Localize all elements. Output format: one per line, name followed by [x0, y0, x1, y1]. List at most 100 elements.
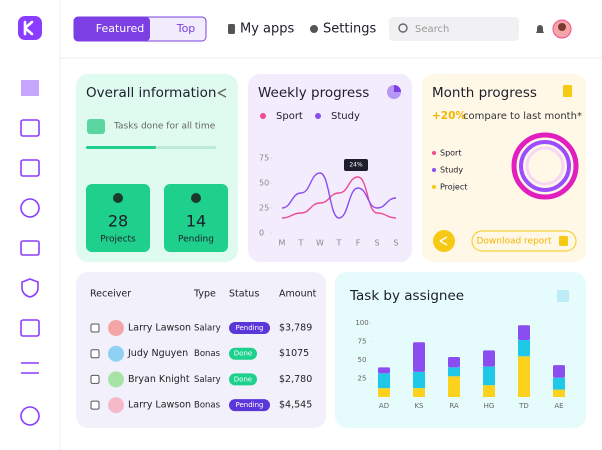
bar-segment — [378, 373, 390, 389]
bar-segment — [483, 366, 495, 386]
payment-type: Salary — [194, 324, 221, 334]
y-tick-label: 25 — [358, 375, 367, 383]
ring-inner — [525, 146, 565, 186]
avatar-head — [558, 23, 566, 31]
x-tick-label: KS — [414, 402, 424, 410]
bar-segment — [413, 342, 425, 372]
legend-swatch — [315, 113, 321, 119]
download-button[interactable] — [471, 230, 577, 252]
search-placeholder: Search — [415, 24, 449, 35]
pie-icon-slice — [394, 85, 401, 92]
legend-label: Sport — [276, 111, 303, 122]
x-tick-label: S — [393, 239, 398, 248]
progress-fill — [86, 146, 156, 149]
tooltip — [344, 159, 368, 171]
card-title: Weekly progress — [258, 85, 369, 101]
nav-link[interactable]: Settings — [323, 22, 377, 37]
status-label: Pending — [236, 324, 264, 332]
bar-segment — [483, 350, 495, 367]
receiver-name: Judy Nguyen — [127, 348, 188, 359]
download-label: Download report — [476, 237, 552, 247]
row-checkbox[interactable] — [90, 349, 100, 359]
month-change-text: compare to last month* — [463, 111, 582, 122]
stat-tile — [164, 184, 228, 252]
ring-outer — [511, 132, 579, 200]
x-tick-label: AE — [554, 402, 563, 410]
stat-icon — [113, 193, 123, 203]
icon-money[interactable] — [20, 198, 40, 218]
icon-chart[interactable] — [20, 319, 40, 337]
column-header: Type — [193, 289, 216, 300]
settings-icon — [310, 25, 318, 33]
logo[interactable] — [18, 16, 42, 40]
icon-sliders[interactable] — [21, 362, 39, 374]
legend-label: Project — [440, 183, 467, 192]
payment-type: Bonas — [194, 349, 221, 359]
status-chip — [229, 347, 257, 360]
stat-tile — [86, 184, 150, 252]
icon-dashboard[interactable] — [21, 80, 39, 96]
bell-icon[interactable] — [536, 25, 544, 33]
bar-segment — [553, 377, 565, 390]
bar-segment — [553, 389, 565, 397]
status-label: Pending — [236, 401, 264, 409]
row-avatar — [108, 397, 124, 414]
month-change: +20% — [432, 110, 466, 122]
row-checkbox[interactable] — [90, 400, 100, 410]
y-tick-label: 50 — [259, 179, 269, 188]
card-title: Task by assignee — [349, 288, 464, 304]
share-icon[interactable] — [217, 88, 227, 98]
legend-label: Sport — [440, 149, 461, 158]
stat-label: Projects — [100, 235, 136, 245]
legend-swatch — [432, 151, 436, 155]
bar-segment — [553, 365, 565, 378]
line-series — [281, 172, 397, 219]
icon-shield[interactable] — [21, 278, 39, 298]
x-tick-label: F — [356, 239, 361, 248]
legend-swatch — [260, 113, 266, 119]
card-table — [76, 272, 326, 428]
legend-label: Study — [440, 166, 463, 175]
column-header: Receiver — [90, 289, 131, 300]
x-tick-label: T — [298, 239, 304, 248]
bar-segment — [518, 325, 530, 341]
bar-segment — [378, 388, 390, 397]
x-tick-label: HG — [484, 402, 495, 410]
icon-wallet[interactable] — [20, 240, 40, 256]
row-avatar — [108, 320, 124, 336]
row-avatar — [108, 371, 124, 388]
bar-segment — [448, 357, 460, 368]
icon-settings[interactable] — [20, 406, 40, 426]
y-tick-label: 75 — [358, 338, 367, 346]
legend-label: Study — [331, 111, 360, 122]
tab-featured[interactable] — [74, 17, 150, 41]
thumbs-icon — [87, 119, 105, 134]
status-label: Done — [234, 350, 252, 358]
card-month — [422, 74, 586, 262]
payment-type: Salary — [194, 375, 221, 385]
row-checkbox[interactable] — [90, 323, 100, 333]
month-icon[interactable] — [563, 85, 572, 97]
download-icon — [559, 236, 568, 246]
y-tick-label: 75 — [259, 154, 269, 163]
search-box[interactable] — [389, 17, 519, 41]
bar-segment — [413, 388, 425, 397]
bar-segment — [483, 385, 495, 397]
stat-value: 14 — [186, 212, 206, 231]
stat-value: 28 — [108, 212, 128, 231]
icon-calendar[interactable] — [20, 159, 40, 177]
card-subtitle: Tasks done for all time — [113, 122, 216, 132]
row-checkbox[interactable] — [90, 374, 100, 384]
y-tick-label: 100 — [355, 319, 368, 327]
bar-segment — [518, 340, 530, 357]
tab-label[interactable]: Top — [176, 22, 196, 35]
tab-label: Featured — [96, 22, 145, 35]
amount: $4,545 — [279, 400, 312, 411]
nav-link[interactable]: My apps — [240, 22, 295, 37]
status-chip — [229, 373, 257, 386]
tasks-icon[interactable] — [557, 290, 569, 302]
icon-stats[interactable] — [20, 119, 40, 137]
share-button[interactable] — [433, 230, 455, 252]
